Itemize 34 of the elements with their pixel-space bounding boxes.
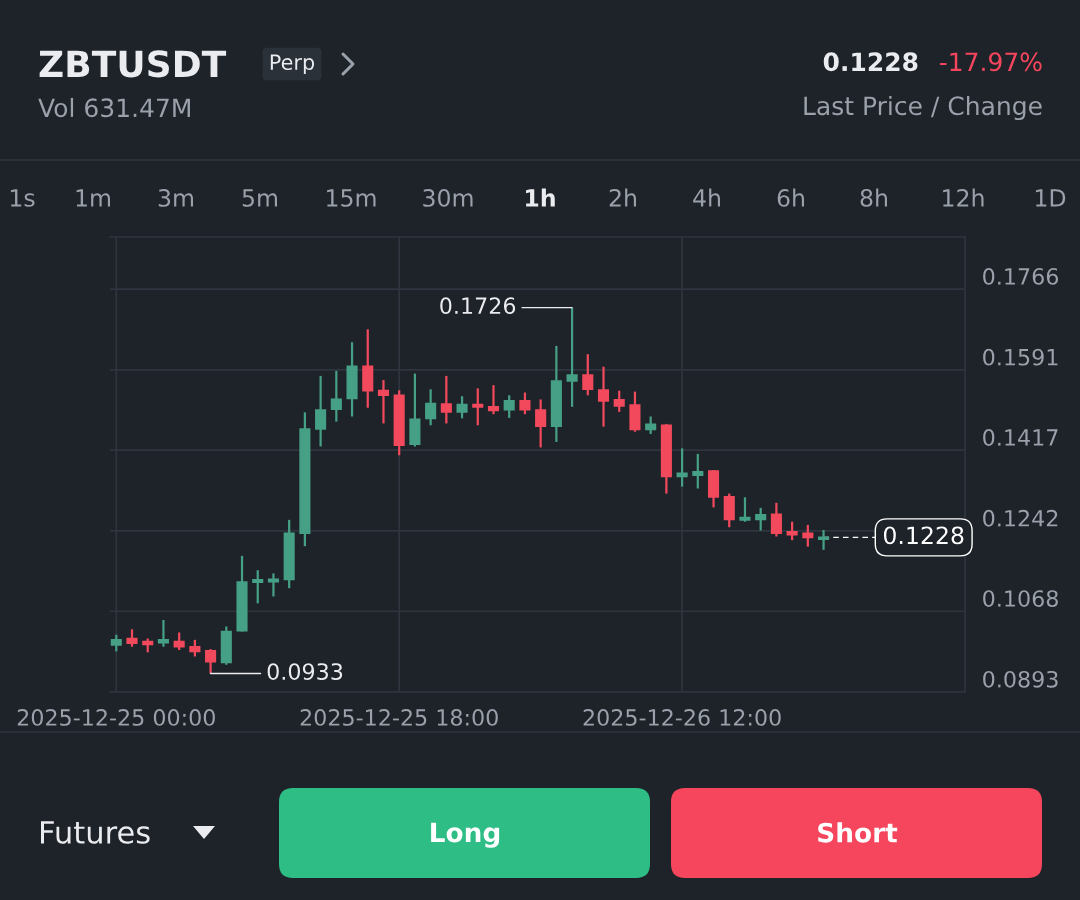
text: 8h (860, 188, 887, 207)
text: 3m (158, 188, 194, 207)
text: 1D (1035, 189, 1066, 207)
chart-subtitle: Vol 631.47M (38, 97, 190, 118)
text: Futures (41, 821, 150, 844)
text: 1m (76, 189, 111, 207)
chart-title: ZBTUSDT (39, 50, 227, 78)
x-tick-label: 2025-12-26 12:00 (583, 709, 781, 726)
text: Long (431, 822, 500, 848)
text: 4h (693, 188, 720, 207)
text: 1h (526, 188, 555, 207)
text: 15m (327, 189, 376, 207)
text: Perp (270, 54, 315, 75)
y-tick-label: 0.0893 (983, 670, 1058, 688)
y-tick-label: 0.1591 (983, 348, 1058, 366)
y-tick-label: 0.1417 (983, 429, 1058, 446)
text: 6h (777, 188, 804, 207)
y-tick-label: 0.1766 (983, 268, 1059, 285)
text: -17.97% (939, 52, 1042, 72)
text: Last Price / Change (804, 95, 1042, 121)
annotation: 0.0933 (267, 663, 343, 680)
y-tick-label: 0.1242 (983, 509, 1058, 527)
text: 0.1228 (823, 52, 918, 72)
text: 1s (10, 189, 35, 207)
text: Short (818, 822, 898, 843)
text: 12h (943, 188, 984, 207)
x-tick-label: 2025-12-25 00:00 (17, 709, 215, 726)
y-tick-label: 0.1068 (983, 590, 1058, 607)
annotation: 0.1726 (440, 297, 516, 315)
x-tick-label: 2025-12-25 18:00 (300, 709, 498, 726)
text: 2h (609, 188, 636, 207)
text: 30m (423, 188, 473, 207)
ref-line-label: 0.1228 (883, 526, 964, 545)
text: 5m (242, 189, 278, 207)
